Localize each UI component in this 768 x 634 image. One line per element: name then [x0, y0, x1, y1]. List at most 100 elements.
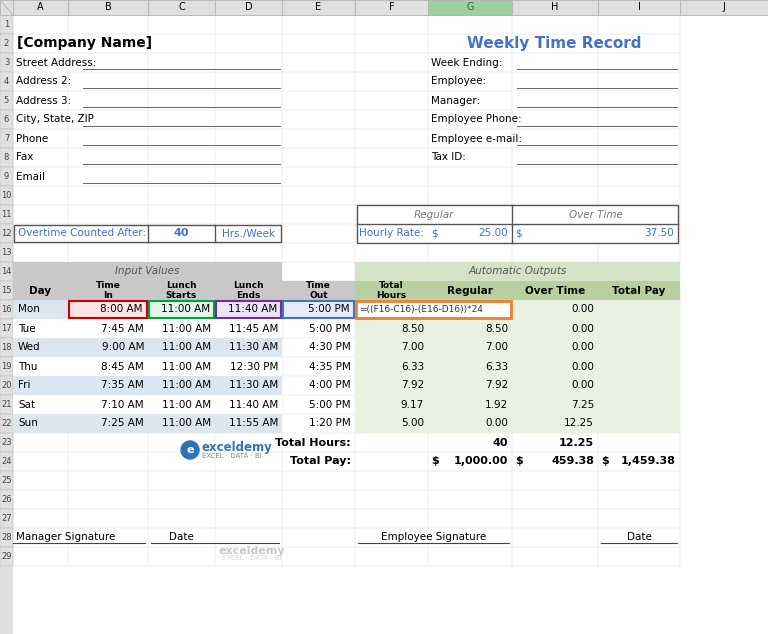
Text: Lunch
Starts: Lunch Starts — [166, 281, 197, 301]
Text: 7:35 AM: 7:35 AM — [101, 380, 144, 391]
Text: 1,459.38: 1,459.38 — [621, 456, 676, 467]
Text: Time
Out: Time Out — [306, 281, 331, 301]
Text: 7.00: 7.00 — [401, 342, 424, 353]
Text: Time
In: Time In — [95, 281, 121, 301]
Text: Overtime Counted After:: Overtime Counted After: — [18, 228, 146, 238]
Bar — [0, 91, 13, 110]
Bar — [0, 34, 13, 53]
Text: Over Time: Over Time — [525, 285, 585, 295]
Bar — [598, 281, 680, 300]
Bar — [13, 0, 68, 15]
Text: 18: 18 — [2, 343, 12, 352]
Text: 7.25: 7.25 — [571, 399, 594, 410]
Text: 14: 14 — [2, 267, 12, 276]
Text: 25: 25 — [2, 476, 12, 485]
Bar — [355, 338, 680, 357]
Bar — [13, 338, 282, 357]
Text: 11:00 AM: 11:00 AM — [162, 323, 211, 333]
Text: 12: 12 — [2, 229, 12, 238]
Text: 11:00 AM: 11:00 AM — [162, 399, 211, 410]
Text: Date: Date — [627, 533, 651, 543]
Bar — [512, 281, 598, 300]
Bar — [0, 395, 13, 414]
Text: 1.92: 1.92 — [485, 399, 508, 410]
Bar — [0, 205, 13, 224]
Text: 1: 1 — [4, 20, 9, 29]
Text: 12:30 PM: 12:30 PM — [230, 361, 278, 372]
Circle shape — [181, 441, 199, 459]
Text: 12.25: 12.25 — [559, 437, 594, 448]
Text: 5:00 PM: 5:00 PM — [310, 399, 351, 410]
Bar — [355, 357, 680, 376]
Text: E: E — [316, 3, 322, 13]
Bar — [0, 490, 13, 509]
Text: 17: 17 — [2, 324, 12, 333]
Text: 16: 16 — [2, 305, 12, 314]
Text: 6.33: 6.33 — [401, 361, 424, 372]
Text: 9: 9 — [4, 172, 9, 181]
Text: EXCEL · DATA · BI: EXCEL · DATA · BI — [222, 555, 281, 562]
Text: 11:00 AM: 11:00 AM — [162, 304, 211, 314]
Text: 459.38: 459.38 — [551, 456, 594, 467]
Text: 5:00 PM: 5:00 PM — [310, 323, 351, 333]
Text: Regular: Regular — [447, 285, 493, 295]
Text: Address 2:: Address 2: — [16, 77, 71, 86]
Bar — [0, 528, 13, 547]
Text: Weekly Time Record: Weekly Time Record — [467, 36, 641, 51]
Text: 7.92: 7.92 — [401, 380, 424, 391]
Text: 11:40 AM: 11:40 AM — [229, 304, 278, 314]
Text: 8: 8 — [4, 153, 9, 162]
Bar — [0, 509, 13, 528]
Text: H: H — [551, 3, 558, 13]
Text: 11:00 AM: 11:00 AM — [162, 418, 211, 429]
Text: 40: 40 — [174, 228, 189, 238]
Text: Fri: Fri — [18, 380, 31, 391]
Text: 40: 40 — [492, 437, 508, 448]
Text: exceldemy: exceldemy — [218, 545, 285, 555]
Text: 11: 11 — [2, 210, 12, 219]
Bar — [0, 53, 13, 72]
Text: 20: 20 — [2, 381, 12, 390]
Bar — [13, 262, 282, 281]
Bar — [0, 167, 13, 186]
Text: 37.50: 37.50 — [644, 228, 674, 238]
Text: Phone: Phone — [16, 134, 48, 143]
Bar — [355, 281, 428, 300]
Text: 4: 4 — [4, 77, 9, 86]
Text: 25.00: 25.00 — [478, 228, 508, 238]
Bar — [283, 301, 354, 318]
Text: [Company Name]: [Company Name] — [17, 37, 152, 51]
Bar — [282, 281, 355, 300]
Text: Hourly Rate:: Hourly Rate: — [359, 228, 424, 238]
Text: Wed: Wed — [18, 342, 41, 353]
Bar — [0, 15, 13, 34]
Bar — [512, 0, 598, 15]
Text: 8:00 AM: 8:00 AM — [101, 304, 143, 314]
Text: Total Hours:: Total Hours: — [276, 437, 351, 448]
Text: 0.00: 0.00 — [571, 361, 594, 372]
Text: Employee:: Employee: — [431, 77, 486, 86]
Text: Day: Day — [29, 285, 51, 295]
Bar — [0, 376, 13, 395]
Text: A: A — [37, 3, 44, 13]
Bar — [0, 0, 768, 15]
Text: 5: 5 — [4, 96, 9, 105]
Bar — [0, 148, 13, 167]
Bar — [13, 281, 68, 300]
Text: I: I — [637, 3, 641, 13]
Text: EXCEL · DATA · BI: EXCEL · DATA · BI — [202, 453, 262, 459]
Bar — [0, 224, 13, 243]
Bar — [0, 243, 13, 262]
Bar — [13, 300, 282, 319]
Bar — [0, 129, 13, 148]
Text: 11:55 AM: 11:55 AM — [229, 418, 278, 429]
Bar — [0, 262, 13, 281]
Text: 19: 19 — [2, 362, 12, 371]
Text: 11:40 AM: 11:40 AM — [228, 304, 277, 314]
Bar — [0, 15, 13, 634]
Text: Manager Signature: Manager Signature — [16, 533, 115, 543]
Text: Total
Hours: Total Hours — [376, 281, 406, 301]
Text: Tue: Tue — [18, 323, 35, 333]
Text: 11:00 AM: 11:00 AM — [161, 304, 210, 314]
Text: Regular: Regular — [413, 209, 454, 219]
